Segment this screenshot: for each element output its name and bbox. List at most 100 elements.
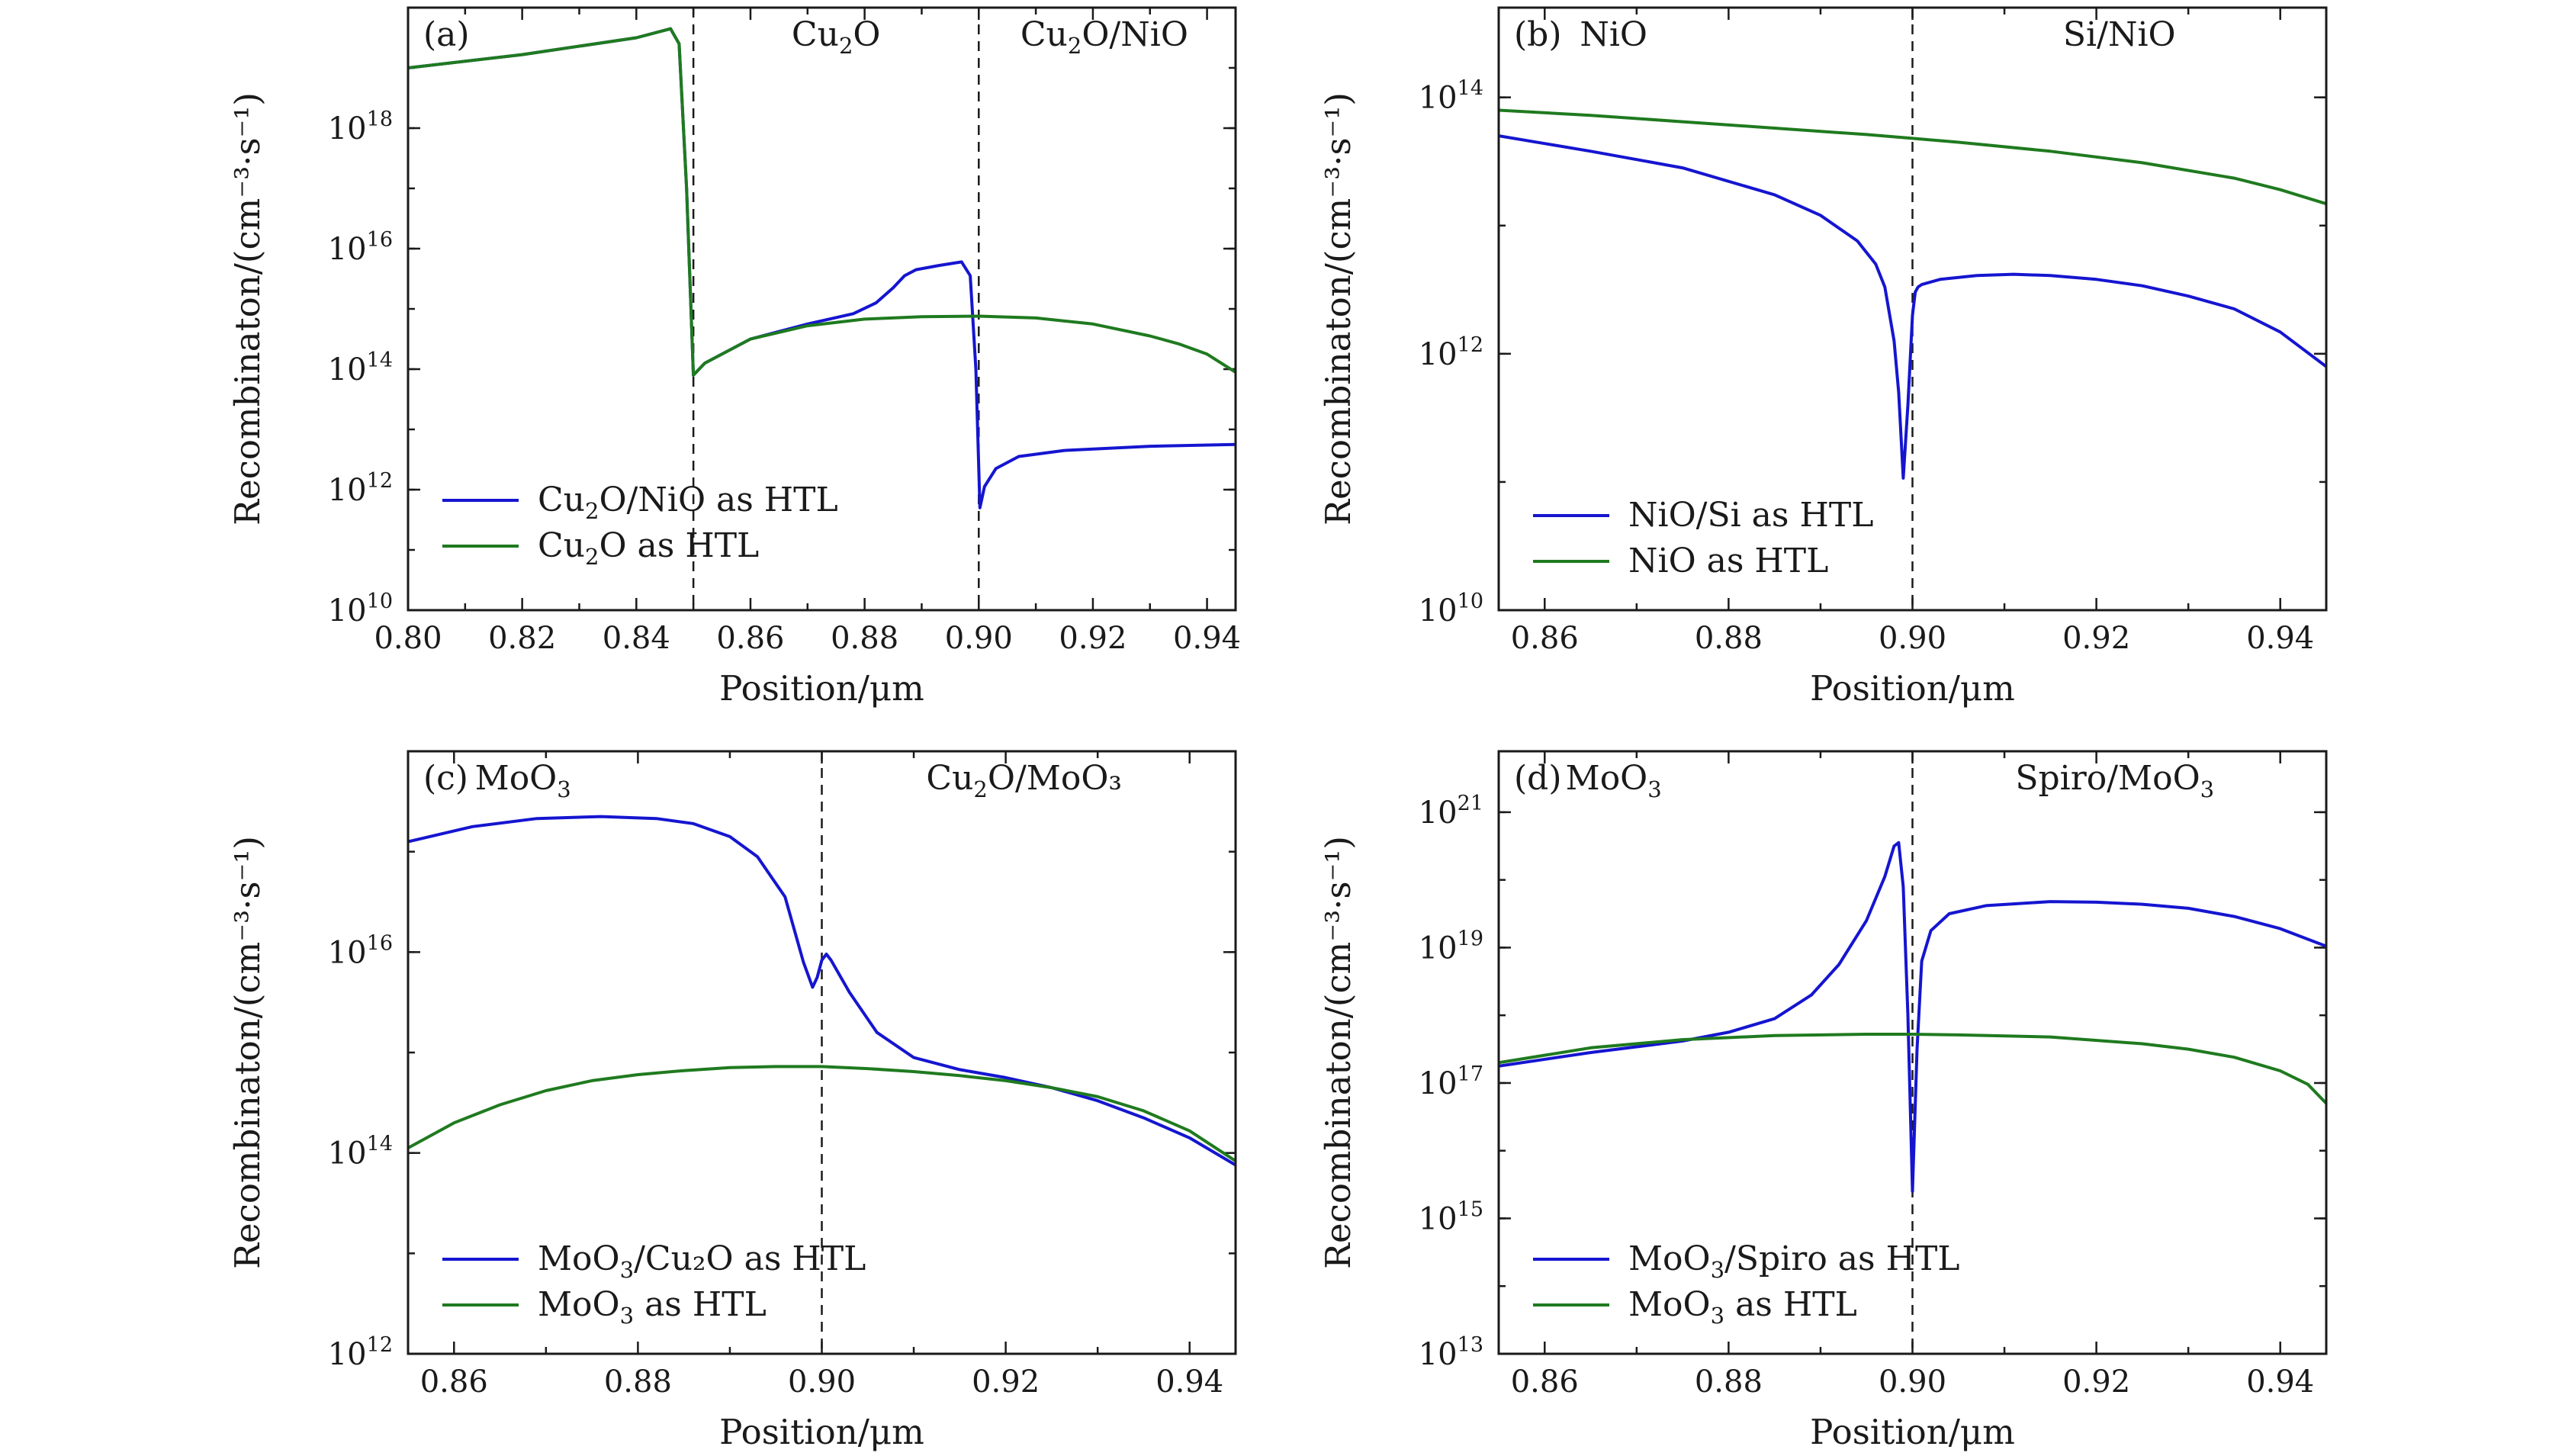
series-line-green xyxy=(408,27,1236,377)
y-tick-label: 1021 xyxy=(1419,792,1483,831)
series-line-green xyxy=(408,1065,1236,1163)
x-tick-label: 0.92 xyxy=(2062,1364,2130,1400)
y-tick-exponent: 17 xyxy=(1458,1062,1483,1086)
x-axis-title: Position/μm xyxy=(719,668,924,709)
y-tick-base: 10 xyxy=(328,1136,367,1172)
region-label-subscript: 2 xyxy=(973,776,987,802)
y-tick-label: 1010 xyxy=(1419,590,1483,628)
y-tick-label: 1015 xyxy=(1419,1197,1483,1236)
region-label: MoO3​ xyxy=(475,759,571,802)
panel-letter: (d) xyxy=(1514,759,1562,798)
region-label: Si/NiO xyxy=(2063,15,2176,54)
region-label-rest: O/MoO₃ xyxy=(988,759,1122,798)
y-tick-label: 1014 xyxy=(328,1133,393,1172)
y-tick-base: 10 xyxy=(1419,1201,1458,1236)
legend-label-rest: O/NiO as HTL xyxy=(599,481,837,519)
y-tick-exponent: 16 xyxy=(367,931,393,955)
y-tick-base: 10 xyxy=(1419,1337,1458,1372)
x-tick-label: 0.88 xyxy=(1695,621,1763,656)
y-axis-title: Recombinaton/(cm⁻³·s⁻¹) xyxy=(227,836,268,1269)
legend-label-subscript: 3 xyxy=(1711,1303,1724,1329)
x-tick-label: 0.90 xyxy=(1879,621,1946,656)
y-axis-title: Recombinaton/(cm⁻³·s⁻¹) xyxy=(1318,92,1358,526)
plot-frame xyxy=(1497,6,2328,612)
plot-frame xyxy=(407,750,1237,1355)
y-tick-exponent: 18 xyxy=(367,108,393,131)
y-tick-exponent: 10 xyxy=(1458,590,1483,613)
legend-label-subscript: 3 xyxy=(620,1257,634,1283)
region-label-subscript: 3 xyxy=(2200,776,2214,802)
y-tick-label: 1010 xyxy=(328,590,393,628)
legend-label: NiO/Si as HTL xyxy=(1628,496,1873,535)
y-tick-exponent: 12 xyxy=(1458,333,1483,357)
y-tick-exponent: 12 xyxy=(367,1333,393,1357)
x-tick-label: 0.86 xyxy=(1511,621,1579,656)
x-tick-label: 0.86 xyxy=(1511,1364,1579,1400)
legend-label-rest: /Spiro as HTL xyxy=(1724,1239,1959,1278)
y-tick-exponent: 12 xyxy=(367,469,393,493)
x-tick-label: 0.86 xyxy=(716,621,784,656)
region-label-subscript: 2 xyxy=(1068,33,1082,59)
y-tick-base: 10 xyxy=(1419,930,1458,966)
region-label-subscript: 3 xyxy=(557,776,571,802)
region-label: Cu2O xyxy=(792,15,881,59)
y-tick-base: 10 xyxy=(328,111,367,146)
region-label-text: Cu xyxy=(926,759,973,798)
region-label-subscript: 3 xyxy=(1647,776,1661,802)
x-tick-label: 0.94 xyxy=(1155,1364,1223,1400)
panel-letter: (a) xyxy=(423,15,470,54)
x-tick-label: 0.88 xyxy=(604,1364,672,1400)
region-label-subscript: 2 xyxy=(839,33,853,59)
y-axis-title: Recombinaton/(cm⁻³·s⁻¹) xyxy=(227,92,268,526)
y-axis-title: Recombinaton/(cm⁻³·s⁻¹) xyxy=(1318,836,1358,1269)
y-tick-exponent: 16 xyxy=(367,228,393,252)
y-tick-label: 1018 xyxy=(328,108,393,146)
y-tick-exponent: 13 xyxy=(1458,1333,1483,1357)
y-tick-base: 10 xyxy=(328,935,367,970)
y-tick-base: 10 xyxy=(1419,1066,1458,1101)
legend-label-text: Cu xyxy=(538,526,585,565)
y-tick-label: 1013 xyxy=(1419,1333,1483,1372)
y-tick-exponent: 14 xyxy=(367,1133,393,1156)
y-tick-label: 1012 xyxy=(1419,333,1483,372)
y-tick-base: 10 xyxy=(1419,593,1458,628)
y-tick-base: 10 xyxy=(1419,795,1458,831)
x-tick-label: 0.80 xyxy=(374,621,442,656)
y-tick-label: 1017 xyxy=(1419,1062,1483,1101)
x-tick-label: 0.94 xyxy=(2246,1364,2314,1400)
series-line-blue xyxy=(1499,134,2326,480)
legend-label: MoO3/Cu₂O as HTL xyxy=(538,1239,866,1283)
legend-label: Cu2O as HTL xyxy=(538,526,759,570)
y-tick-exponent: 14 xyxy=(1458,77,1483,101)
legend-label: NiO as HTL xyxy=(1628,542,1828,580)
legend-label-subscript: 2 xyxy=(585,498,599,524)
panel-d: 0.86 0.88 0.90 0.92 0.9410131015101710191021… xyxy=(1318,750,2328,1452)
legend-label-text: MoO xyxy=(1628,1285,1711,1324)
legend-label: Cu2O/NiO as HTL xyxy=(538,481,838,524)
panel-letter: (b) xyxy=(1514,15,1562,54)
x-axis-title: Position/μm xyxy=(1810,668,2015,709)
legend-label-rest: O as HTL xyxy=(599,526,759,565)
y-tick-base: 10 xyxy=(328,473,367,508)
legend-label-text: MoO xyxy=(538,1239,620,1278)
panel-c: 0.860.880.900.920.94101210141016(c)MoO3​… xyxy=(227,750,1237,1452)
region-label: Spiro/MoO3​ xyxy=(2015,759,2214,802)
region-label: NiO xyxy=(1580,15,1647,54)
region-label-text: Cu xyxy=(792,15,839,54)
y-tick-exponent: 10 xyxy=(367,590,393,613)
y-tick-exponent: 14 xyxy=(367,349,393,372)
plot-frame xyxy=(407,6,1237,612)
legend-label-subscript: 3 xyxy=(620,1303,634,1329)
y-tick-label: 1014 xyxy=(1419,77,1483,116)
region-label-text: Spiro/MoO xyxy=(2015,759,2200,798)
series-line-green xyxy=(1499,1033,2326,1105)
y-tick-label: 1019 xyxy=(1419,927,1483,966)
legend-label-text: MoO xyxy=(538,1285,620,1324)
y-tick-exponent: 15 xyxy=(1458,1197,1483,1221)
region-label-text: Cu xyxy=(1020,15,1068,54)
region-label: Cu2O/NiO xyxy=(1020,15,1188,59)
y-tick-exponent: 19 xyxy=(1458,927,1483,950)
y-tick-label: 1016 xyxy=(328,228,393,267)
region-label-text: MoO xyxy=(475,759,558,798)
